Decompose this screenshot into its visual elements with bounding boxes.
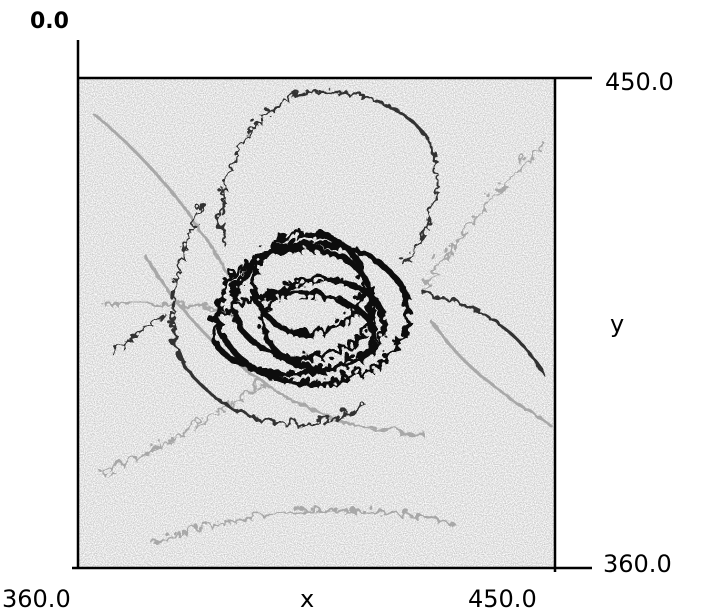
density-image [79,79,555,568]
y-axis-top-label: 450.0 [605,68,674,96]
y-axis-label: y [610,310,624,338]
y-axis-bottom-label: 360.0 [603,550,672,578]
x-axis-right-label: 450.0 [468,585,537,613]
corner-label: 0.0 [30,9,69,34]
axes [72,40,592,572]
x-axis-left-label: 360.0 [2,585,71,613]
x-axis-label: x [300,585,314,613]
